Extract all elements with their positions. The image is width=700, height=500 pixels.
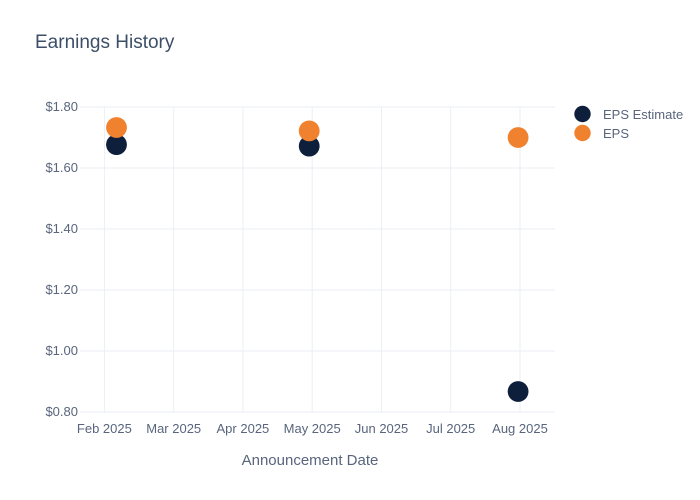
svg-text:$1.00: $1.00 <box>45 343 78 358</box>
svg-text:$1.40: $1.40 <box>45 221 78 236</box>
svg-text:$1.60: $1.60 <box>45 160 78 175</box>
svg-text:$0.80: $0.80 <box>45 404 78 419</box>
svg-text:EPS: EPS <box>603 126 629 141</box>
svg-text:Apr 2025: Apr 2025 <box>217 421 270 436</box>
svg-text:Feb 2025: Feb 2025 <box>77 421 132 436</box>
svg-text:$1.80: $1.80 <box>45 99 78 114</box>
svg-text:Mar 2025: Mar 2025 <box>146 421 201 436</box>
svg-text:EPS Estimate: EPS Estimate <box>603 107 683 122</box>
svg-text:Aug 2025: Aug 2025 <box>492 421 548 436</box>
svg-text:Announcement Date: Announcement Date <box>242 452 379 469</box>
svg-text:May 2025: May 2025 <box>284 421 341 436</box>
svg-text:Jul 2025: Jul 2025 <box>426 421 475 436</box>
svg-text:$1.20: $1.20 <box>45 282 78 297</box>
svg-text:Jun 2025: Jun 2025 <box>355 421 409 436</box>
